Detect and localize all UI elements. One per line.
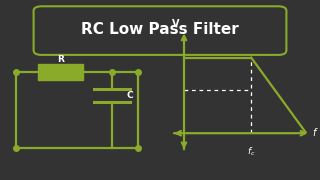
Text: V: V [172,19,180,29]
FancyBboxPatch shape [34,6,286,55]
Text: R: R [57,55,64,64]
Text: f: f [312,128,316,138]
Text: f$_c$: f$_c$ [247,146,256,158]
Bar [38,64,83,80]
Text: RC Low Pass Filter: RC Low Pass Filter [81,22,239,37]
Text: C: C [126,91,133,100]
